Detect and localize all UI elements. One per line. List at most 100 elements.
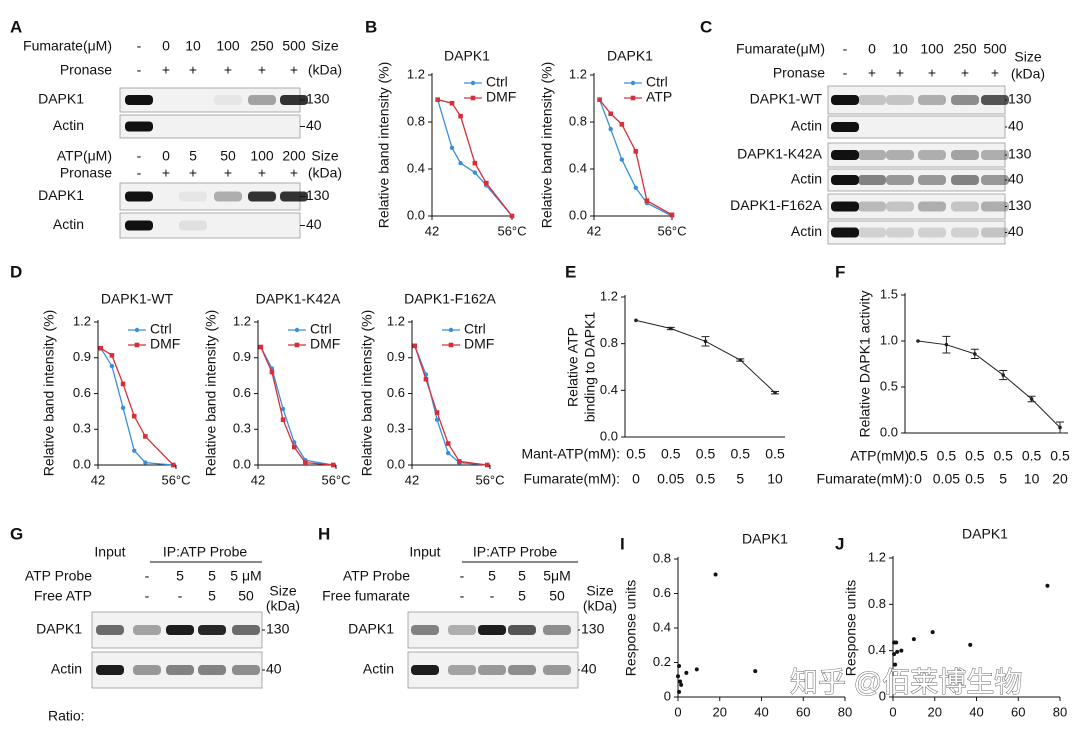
y-tick-label: 0.9: [233, 349, 251, 364]
band: [508, 665, 536, 675]
legend-label: Ctrl: [646, 74, 668, 90]
panel-letter: B: [365, 17, 377, 36]
panel-letter: G: [10, 524, 23, 543]
band: [179, 191, 207, 202]
band: [125, 191, 153, 202]
legend-marker: [134, 342, 140, 348]
y-tick-label: 0.0: [569, 207, 587, 222]
band: [543, 665, 571, 675]
point: [892, 652, 897, 657]
category-label: 0.5: [731, 446, 751, 462]
marker: [597, 97, 602, 102]
y-tick-label: 0.0: [600, 428, 618, 443]
band-label: Actin: [51, 661, 82, 677]
point: [677, 689, 682, 694]
band: [96, 625, 124, 635]
marker: [483, 180, 489, 186]
band-label: DAPK1: [38, 187, 84, 203]
category-label: 0.5: [965, 448, 985, 464]
blot-cell: +: [189, 165, 197, 181]
blot-row-label: ATP Probe: [343, 568, 410, 584]
point: [676, 674, 680, 679]
blot-top-label: Input: [94, 544, 125, 560]
x-tick-label: 56°C: [497, 223, 526, 238]
x-tick-label: 42: [425, 223, 439, 238]
point: [893, 662, 898, 667]
point: [694, 667, 699, 672]
marker: [434, 410, 440, 415]
band-label: DAPK1-K42A: [737, 146, 822, 162]
band: [248, 95, 276, 105]
category-row-label: ATP(mM):: [850, 448, 913, 464]
y-axis-label: Relative band intensity (%): [203, 310, 219, 477]
y-tick-label: 0.0: [233, 456, 251, 471]
band: [478, 625, 506, 635]
band: [831, 227, 859, 238]
size-marker: 40: [1008, 223, 1024, 239]
band: [918, 175, 946, 185]
marker: [1058, 425, 1062, 430]
marker: [412, 343, 418, 349]
point: [1045, 583, 1050, 588]
marker: [703, 339, 708, 344]
band-label: DAPK1-F162A: [730, 197, 822, 213]
band: [179, 220, 207, 231]
y-tick-label: 1.2: [407, 66, 425, 81]
marker: [449, 145, 455, 151]
x-tick-label: 0: [674, 704, 681, 719]
blot-cell: +: [224, 62, 232, 78]
size-header: (kDa): [583, 598, 617, 614]
legend-marker: [294, 342, 300, 348]
y-tick-label: 1.0: [880, 332, 898, 347]
band: [166, 625, 194, 635]
blot-cell: 0: [162, 148, 170, 164]
size-header: Size: [269, 583, 296, 599]
legend-label: Ctrl: [486, 74, 508, 90]
band: [411, 625, 439, 635]
legend-marker: [294, 327, 300, 333]
band: [411, 665, 439, 675]
chart-title: DAPK1: [607, 48, 653, 64]
x-tick-label: 56°C: [475, 472, 504, 487]
marker: [1029, 397, 1034, 401]
blot-cell: 500: [282, 38, 306, 54]
band-label: DAPK1: [348, 621, 394, 637]
band: [198, 665, 226, 675]
blot-cell: +: [991, 65, 999, 81]
band: [951, 227, 979, 238]
category-label: 0.5: [1022, 448, 1042, 464]
marker: [120, 381, 126, 387]
band: [858, 201, 886, 212]
y-tick-label: 0.6: [233, 385, 251, 400]
x-tick-label: 56°C: [161, 472, 190, 487]
band: [214, 95, 242, 105]
blot-cell: -: [137, 62, 142, 78]
band-label: DAPK1: [38, 91, 84, 107]
panel-letter: F: [835, 262, 845, 281]
y-tick-label: 0.0: [73, 456, 91, 471]
marker: [1001, 373, 1005, 377]
size-marker: 130: [1008, 146, 1032, 162]
blot-cell: 10: [185, 38, 201, 54]
blot-cell: -: [137, 165, 142, 181]
marker: [619, 122, 625, 127]
marker: [644, 198, 650, 204]
blot-row-label: Fumarate(μM): [23, 38, 112, 54]
blot-cell: 5: [488, 568, 496, 584]
y-tick-label: 0.4: [569, 160, 587, 175]
y-axis-label: Relative band intensity (%): [376, 62, 392, 229]
band: [858, 175, 886, 185]
blot-cell: 5 μM: [230, 568, 261, 584]
blot-cell: 5: [189, 148, 197, 164]
blot-cell: +: [189, 62, 197, 78]
band-label: Actin: [363, 661, 394, 677]
band: [478, 665, 506, 675]
panel-letter: I: [620, 534, 625, 553]
blot-cell: 200: [282, 148, 306, 164]
size-marker: 40: [266, 661, 282, 677]
band: [858, 95, 886, 105]
x-tick-label: 80: [1053, 704, 1067, 719]
panel-letter: E: [565, 262, 576, 281]
category-label: 0.05: [933, 471, 960, 487]
size-marker: 130: [306, 91, 330, 107]
